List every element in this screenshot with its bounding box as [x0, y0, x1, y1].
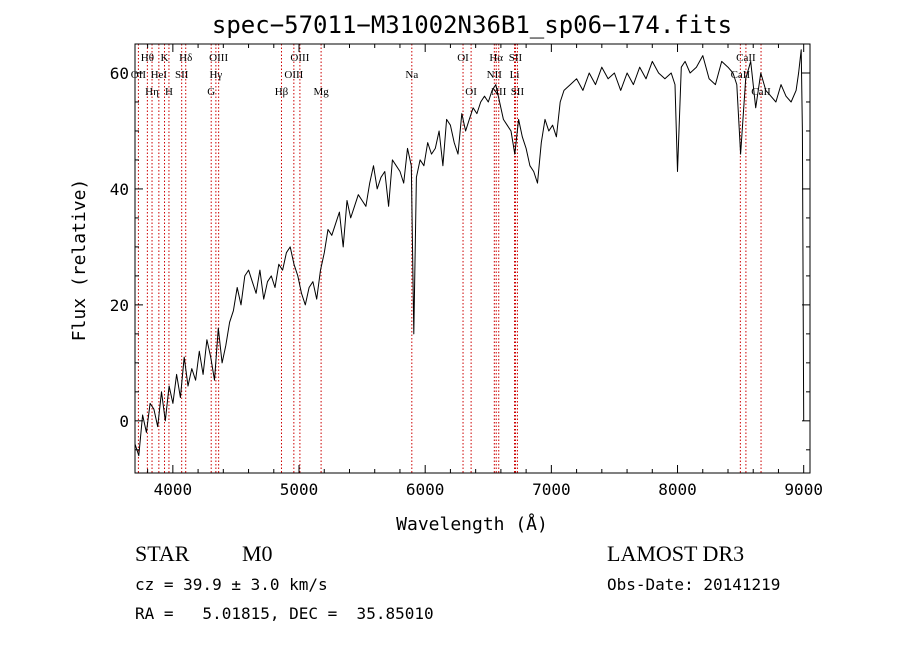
- y-axis: 0 20 40 60: [110, 43, 810, 451]
- line-label-7: Hδ: [179, 52, 192, 64]
- spectrum-layer: [134, 49, 805, 457]
- x-tick-label: 7000: [532, 480, 571, 499]
- line-label-0: OΙΙ: [131, 69, 147, 81]
- ra-dec-value: RA = 5.01815, DEC = 35.85010: [135, 604, 434, 623]
- y-tick-label: 20: [110, 296, 129, 315]
- y-tick-label: 40: [110, 180, 129, 199]
- x-axis-label: Wavelength (Å): [396, 513, 548, 535]
- line-label-2: Hη: [145, 86, 159, 98]
- line-label-26: CaII: [751, 86, 771, 98]
- line-label-6: SII: [175, 69, 189, 81]
- x-tick-label: 5000: [280, 480, 319, 499]
- y-tick-label: 60: [110, 64, 129, 83]
- line-label-17: OI: [465, 86, 477, 98]
- line-label-23: SII: [511, 86, 525, 98]
- line-label-25: CaII: [736, 52, 756, 64]
- line-label-19: Hα: [489, 52, 503, 64]
- x-tick-label: 8000: [658, 480, 697, 499]
- y-axis-label: Flux (relative): [69, 179, 90, 342]
- survey-label: LAMOST DR3: [607, 541, 744, 566]
- line-label-22: SII: [509, 52, 523, 64]
- line-label-20: NII: [491, 86, 507, 98]
- line-label-11: Hβ: [275, 86, 289, 98]
- line-label-3: HeI: [151, 69, 168, 81]
- line-label-10: OIII: [209, 52, 228, 64]
- line-label-21: Li: [510, 69, 520, 81]
- line-label-14: Mg: [313, 86, 329, 98]
- obs-date: Obs-Date: 20141219: [607, 575, 780, 594]
- class-label: STAR: [135, 541, 190, 566]
- x-tick-label: 9000: [784, 480, 823, 499]
- line-label-1: Hθ: [141, 52, 154, 64]
- line-labels: OΙΙHθHηHeIKHSIIHδGHγOIIIHβOIIIOIIIMgNaOI…: [131, 52, 771, 98]
- x-axis: 4000 5000 6000 7000 8000 9000: [147, 44, 823, 499]
- line-label-16: OI: [457, 52, 469, 64]
- line-label-12: OIII: [284, 69, 303, 81]
- line-label-5: H: [165, 86, 173, 98]
- plot-frame: [134, 43, 811, 474]
- series-spectrum: [134, 49, 805, 457]
- line-label-8: G: [207, 86, 215, 98]
- chart-title: spec−57011−M31002N36B1_sp06−174.fits: [212, 11, 732, 39]
- line-label-15: Na: [405, 69, 418, 81]
- subclass-label: M0: [242, 541, 273, 566]
- x-tick-label: 4000: [154, 480, 193, 499]
- line-markers: [137, 44, 762, 473]
- y-tick-label: 0: [119, 412, 129, 431]
- line-label-13: OIII: [290, 52, 309, 64]
- line-label-9: Hγ: [209, 69, 222, 81]
- line-label-18: NII: [487, 69, 503, 81]
- line-label-4: K: [161, 52, 169, 64]
- x-tick-label: 6000: [406, 480, 445, 499]
- cz-value: cz = 39.9 ± 3.0 km/s: [135, 575, 328, 594]
